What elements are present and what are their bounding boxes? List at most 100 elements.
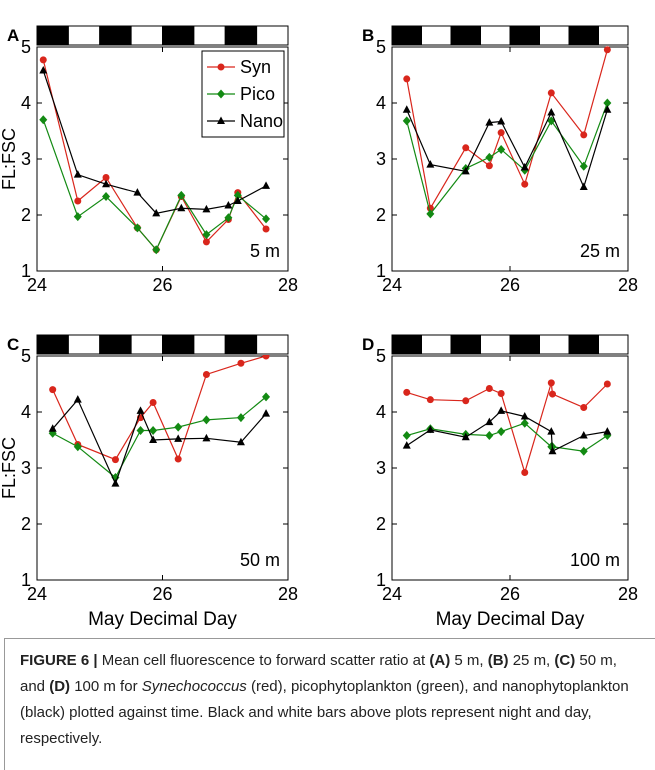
marker [236,437,245,446]
marker [202,370,210,378]
marker [111,456,119,464]
panel-label: D [362,335,374,354]
marker [202,415,211,425]
x-tick-label: 24 [27,275,47,295]
night-day-bar [130,25,163,46]
y-tick-label: 5 [376,37,386,57]
caption-text: 5 m, [450,652,488,669]
series-line [406,422,608,452]
marker [233,190,242,200]
x-tick-label: 24 [382,275,402,295]
data [402,379,612,476]
panel: D 1 2 3 4 5 24 26 28 May Decimal Day 100 m [362,334,638,630]
caption-text: (red), picophytoplankton (green), and na… [20,678,629,747]
marker [174,422,183,432]
marker [149,435,158,443]
marker [136,406,145,414]
marker [39,115,48,125]
x-tick-label: 28 [278,275,298,295]
night-day-bar [67,334,101,355]
marker [497,116,506,125]
marker [485,431,494,441]
marker [133,223,142,233]
x-tick-label: 26 [500,275,520,295]
marker [403,388,411,396]
marker [603,46,611,54]
caption-text: (D) [49,678,71,695]
marker [74,197,82,205]
series-line [406,410,608,453]
marker [177,203,186,212]
marker [217,116,225,124]
marker [426,160,435,168]
x-axis-label: May Decimal Day [88,609,237,630]
night-day-bar [36,25,69,46]
y-tick-label: 1 [21,570,31,590]
x-tick-label: 24 [27,584,47,604]
marker [202,204,211,213]
marker [579,431,588,439]
annotation: 5 m [250,241,280,261]
series-line [52,355,267,461]
marker [217,63,225,71]
night-day-bar [256,25,289,46]
panel: A 1 2 3 4 5 24 26 28 FL:FSC 5 m Syn Pico Nano [0,25,298,295]
marker [521,180,529,188]
x-axis-label: May Decimal Day [436,609,585,630]
y-tick-label: 1 [21,261,31,281]
marker [462,144,470,152]
night-day-bar [256,334,289,355]
panel-label: C [7,335,19,354]
marker [236,413,245,423]
marker [548,446,557,455]
marker [39,66,48,74]
night-day-bar [450,334,481,355]
marker [547,89,555,97]
y-tick-label: 3 [21,149,31,169]
y-tick-label: 3 [21,458,31,478]
marker [224,213,233,223]
y-tick-label: 5 [376,346,386,366]
night-day-bar [193,334,226,355]
legend-label: Syn [240,57,271,77]
marker [603,380,611,388]
marker [579,182,588,190]
x-tick-label: 26 [500,584,520,604]
marker [402,105,411,113]
marker [548,390,556,398]
night-day-bar [162,25,195,46]
marker [547,379,555,387]
night-day-bar [568,25,599,46]
night-day-bar [480,25,511,46]
marker [402,116,411,126]
night-day-bar [421,334,452,355]
marker [39,56,47,64]
marker [149,425,158,435]
x-tick-label: 28 [278,584,298,604]
marker [262,409,271,417]
night-day-bar [480,334,511,355]
night-day-bar [67,25,101,46]
marker [497,406,506,414]
marker [426,396,434,404]
marker [580,404,588,412]
night-day-bar [509,25,540,46]
annotation: 50 m [240,550,280,570]
marker [603,427,612,435]
marker [485,152,494,162]
marker [73,170,82,178]
marker [73,442,82,452]
marker [262,225,270,233]
y-tick-label: 4 [21,93,31,113]
marker [547,116,556,126]
marker [403,75,411,83]
y-tick-label: 3 [376,458,386,478]
marker [102,192,111,202]
y-axis-label: FL:FSC [0,437,19,499]
y-tick-label: 4 [21,402,31,422]
y-tick-label: 2 [376,514,386,534]
data [48,355,271,487]
marker [462,397,470,405]
night-day-bar [509,334,540,355]
marker [49,386,57,394]
